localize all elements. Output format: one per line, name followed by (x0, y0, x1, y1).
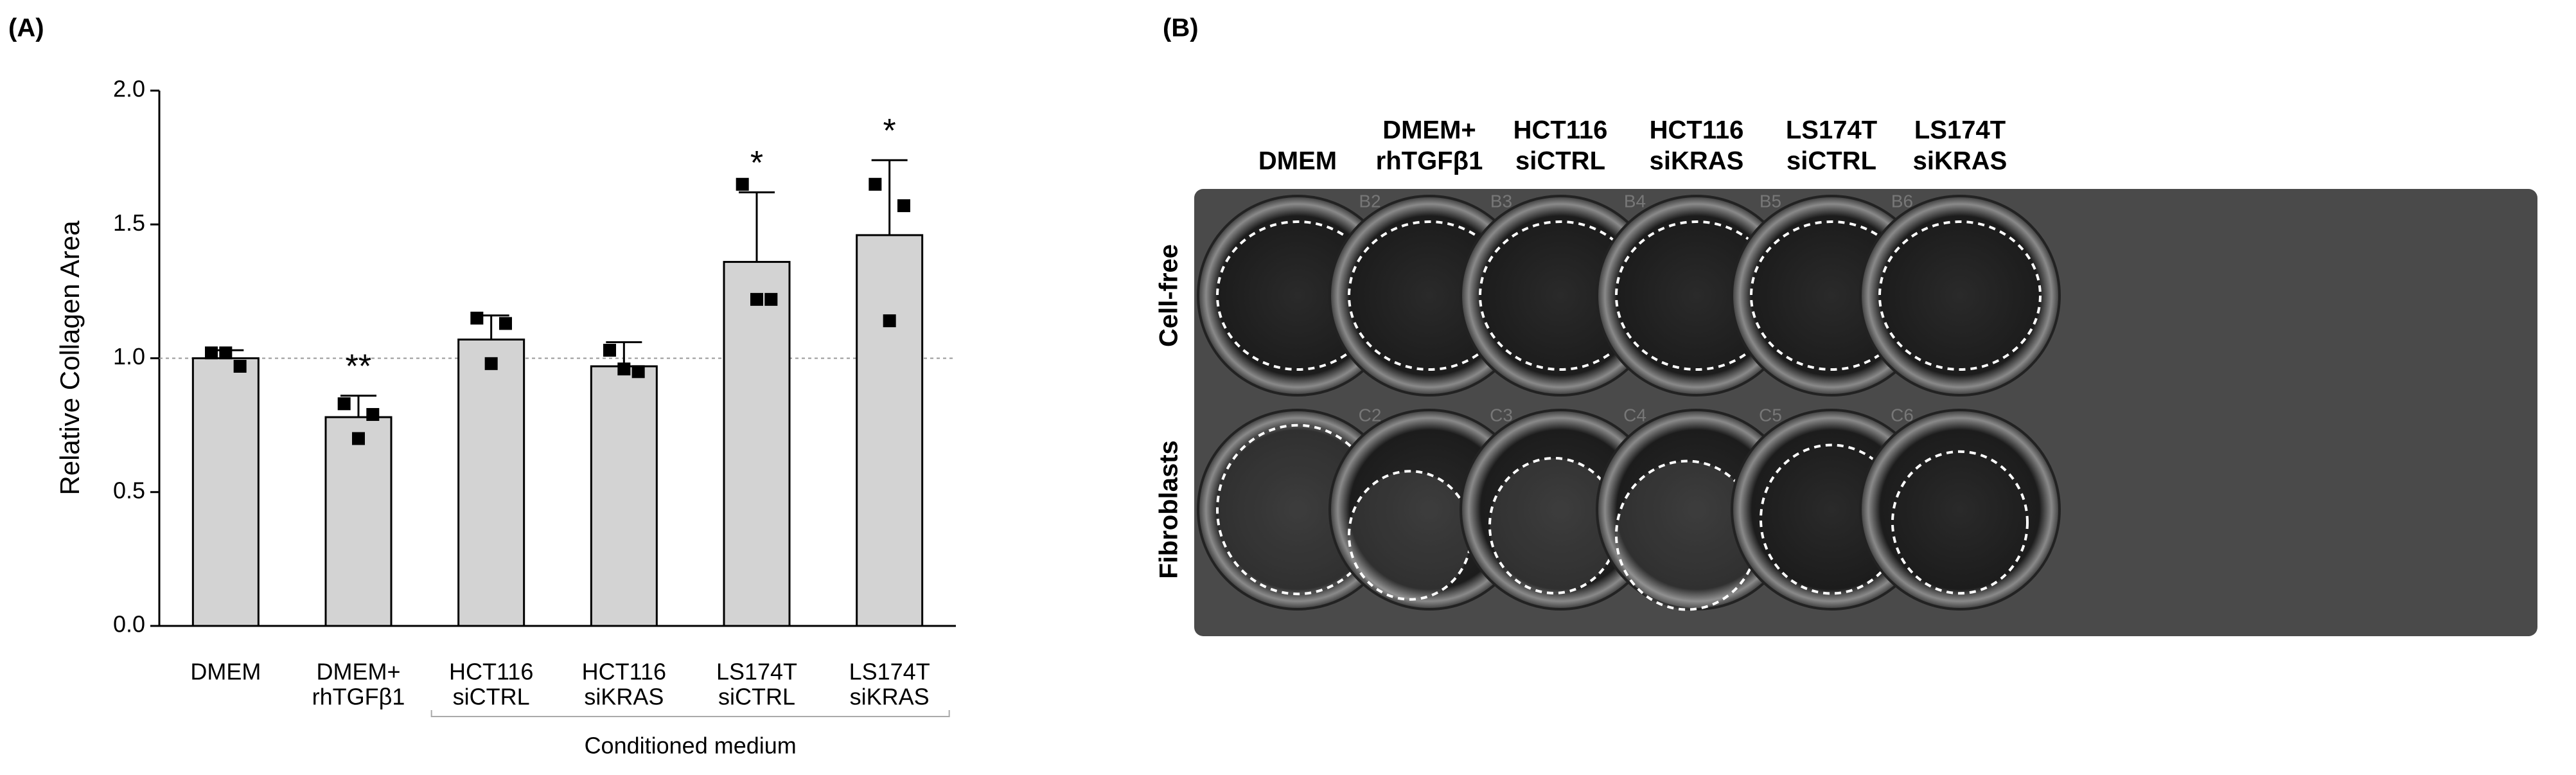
group-label: Conditioned medium (585, 733, 797, 759)
well-code: C4 (1623, 405, 1646, 425)
data-point (631, 365, 645, 379)
y-tick-label: 0.5 (113, 477, 145, 503)
x-tick-label: HCT116 (449, 659, 533, 685)
well (1859, 195, 2061, 396)
column-label: LS174T (1914, 116, 2006, 145)
data-point (484, 357, 498, 370)
well-code: B6 (1891, 191, 1913, 211)
well-code: B5 (1760, 191, 1781, 211)
row-label: Fibroblasts (1155, 440, 1183, 579)
well-code: C2 (1359, 405, 1382, 425)
x-tick-label: DMEM+ (316, 659, 400, 685)
x-tick-label: LS174T (849, 659, 930, 685)
data-point (764, 292, 778, 306)
column-label: DMEM+ (1382, 116, 1476, 145)
gel-outline (1878, 220, 2042, 371)
column-label: HCT116 (1513, 116, 1608, 145)
data-point (219, 346, 233, 360)
bar (723, 261, 791, 627)
data-point (352, 432, 365, 445)
data-point (233, 359, 247, 373)
bar (324, 416, 393, 627)
panel-label: (B) (1163, 14, 1199, 42)
well (1859, 409, 2061, 610)
column-label: LS174T (1786, 116, 1877, 145)
x-tick-label: siCTRL (718, 684, 795, 710)
well-code: C5 (1759, 405, 1782, 425)
x-tick-label: siKRAS (850, 684, 930, 710)
bar (590, 365, 658, 627)
x-tick-label: HCT116 (582, 659, 666, 685)
significance-label: * (750, 145, 763, 182)
well-code: B2 (1359, 191, 1381, 211)
significance-label: ** (346, 348, 371, 386)
gel-outline (1891, 450, 2029, 595)
panel-label: (A) (8, 14, 44, 42)
data-point (603, 344, 617, 357)
y-tick-label: 0.0 (113, 611, 145, 637)
y-tick-label: 1.5 (113, 209, 145, 236)
data-point (869, 177, 882, 191)
data-point (205, 346, 218, 360)
data-point (883, 314, 896, 328)
data-point (750, 292, 763, 306)
data-point (897, 199, 910, 213)
y-axis-label: Relative Collagen Area (55, 220, 85, 495)
x-tick-label: siKRAS (584, 684, 664, 710)
column-label: siCTRL (1786, 147, 1876, 175)
well-code: B3 (1490, 191, 1512, 211)
column-label: siKRAS (1650, 147, 1744, 175)
row-label: Cell-free (1155, 244, 1183, 347)
data-point (366, 407, 380, 421)
bar (856, 234, 924, 627)
well-code: C3 (1490, 405, 1513, 425)
group-bracket (430, 710, 950, 717)
data-point (498, 317, 512, 330)
y-tick-label: 2.0 (113, 76, 145, 102)
data-point (337, 397, 351, 411)
data-point (617, 362, 631, 376)
well-code: B4 (1624, 191, 1646, 211)
x-tick-label: DMEM (190, 659, 261, 685)
significance-label: * (883, 112, 896, 150)
bar (457, 338, 525, 627)
column-label: HCT116 (1650, 116, 1744, 145)
x-tick-label: LS174T (716, 659, 797, 685)
bar (191, 357, 260, 627)
column-label: DMEM (1258, 147, 1337, 175)
gel-outline (1348, 470, 1472, 601)
data-point (470, 312, 484, 325)
column-label: rhTGFβ1 (1376, 147, 1483, 175)
column-label: siCTRL (1515, 147, 1605, 175)
x-tick-label: rhTGFβ1 (312, 684, 405, 710)
y-tick-label: 1.0 (113, 343, 145, 370)
well-code: C6 (1891, 405, 1914, 425)
column-label: siKRAS (1913, 147, 2007, 175)
data-point (736, 177, 749, 191)
x-tick-label: siCTRL (453, 684, 530, 710)
